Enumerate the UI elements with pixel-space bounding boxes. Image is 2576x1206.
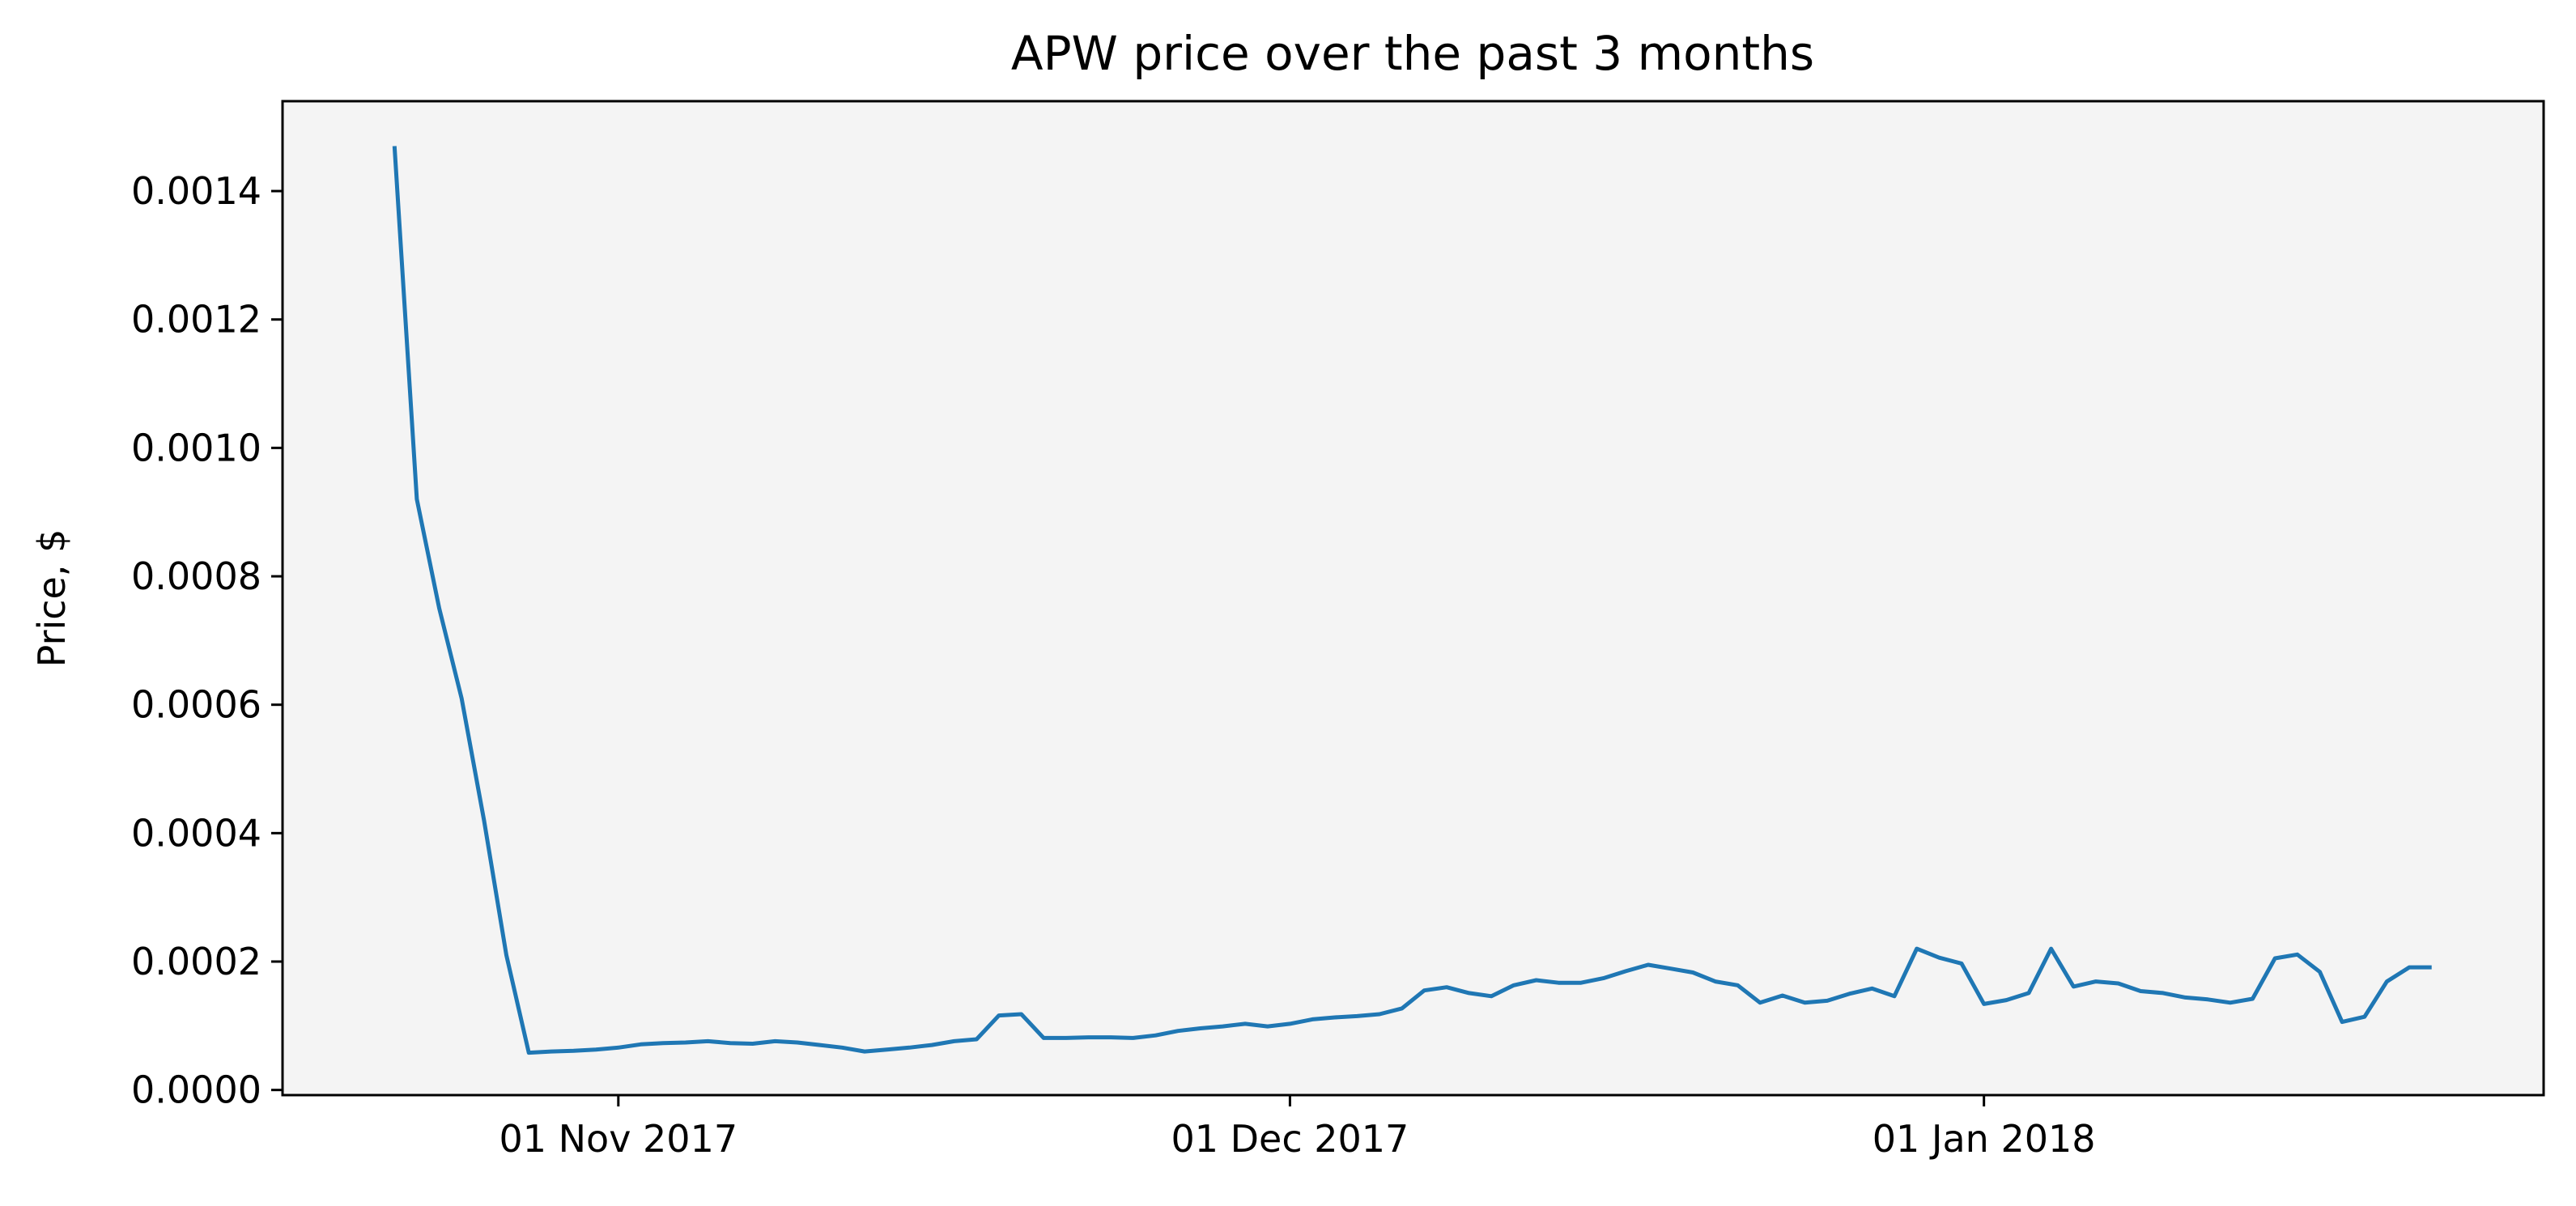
x-tick-label: 01 Nov 2017: [499, 1117, 738, 1161]
x-tick-label: 01 Dec 2017: [1171, 1117, 1409, 1161]
y-axis: 0.0000 0.0002 0.0004 0.0006 0.0008 0.0010 0.00…: [131, 169, 283, 1112]
x-tick-label: 01 Jan 2018: [1872, 1117, 2096, 1161]
series-layer: [392, 146, 2432, 1055]
y-tick-label: 0.0006: [131, 683, 261, 727]
price-series-line-0: [392, 146, 2432, 1055]
y-tick-label: 0.0012: [131, 298, 261, 342]
plot-frame: [281, 100, 2545, 1097]
y-tick-label: 0.0000: [131, 1068, 261, 1112]
y-axis-label: Price, $: [30, 529, 74, 668]
x-axis: 01 Nov 2017 01 Dec 2017 01 Jan 2018: [499, 1095, 2096, 1161]
y-tick-label: 0.0002: [131, 940, 261, 983]
y-tick-label: 0.0004: [131, 811, 261, 855]
chart-title: APW price over the past 3 months: [1011, 26, 1814, 81]
y-tick-label: 0.0008: [131, 554, 261, 598]
y-tick-label: 0.0014: [131, 169, 261, 213]
plot-background: [283, 101, 2544, 1095]
y-tick-label: 0.0010: [131, 426, 261, 469]
